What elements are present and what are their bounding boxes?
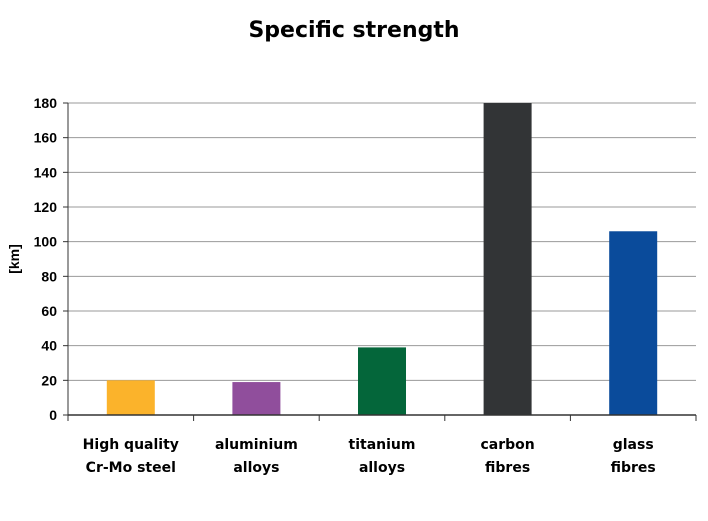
bar-1 bbox=[232, 382, 281, 415]
x-tick-label-line: aluminium bbox=[215, 437, 298, 453]
y-tick-label: 120 bbox=[34, 199, 58, 215]
x-tick-label-line: glass bbox=[613, 437, 654, 453]
x-tick-label-line: alloys bbox=[359, 460, 405, 476]
bar-4 bbox=[609, 231, 658, 415]
x-tick-label-line: High quality bbox=[83, 437, 179, 453]
bar-0 bbox=[106, 380, 155, 415]
y-tick-label: 20 bbox=[41, 372, 57, 388]
x-tick-label-line: fibres bbox=[485, 460, 530, 476]
y-tick-label: 160 bbox=[34, 130, 58, 146]
x-tick-label: glass fibres bbox=[611, 437, 656, 476]
x-tick-label: High quality Cr-Mo steel bbox=[83, 437, 179, 476]
y-tick-label: 80 bbox=[41, 268, 57, 284]
x-tick-label: titanium alloys bbox=[349, 437, 416, 476]
x-tick-label-line: titanium bbox=[349, 437, 416, 453]
x-tick-label-line: fibres bbox=[611, 460, 656, 476]
y-tick-labels: 0 20 40 60 80 100 120 140 160 180 bbox=[34, 95, 58, 423]
y-axis-label: [km] bbox=[6, 244, 22, 274]
y-tick-label: 0 bbox=[49, 407, 57, 423]
y-tick-label: 60 bbox=[41, 303, 57, 319]
chart-title: Specific strength bbox=[248, 18, 460, 43]
x-tick-label: carbon fibres bbox=[480, 437, 534, 476]
y-tick-label: 40 bbox=[41, 338, 57, 354]
gridlines bbox=[68, 102, 696, 381]
y-tick-label: 140 bbox=[34, 164, 58, 180]
bars bbox=[106, 103, 658, 415]
bar-3 bbox=[483, 103, 532, 415]
x-tick-label: aluminium alloys bbox=[215, 437, 298, 476]
x-tick-label-line: alloys bbox=[233, 460, 279, 476]
y-tick-label: 180 bbox=[34, 95, 58, 111]
y-tick-label: 100 bbox=[34, 234, 58, 250]
x-tick-label-line: carbon bbox=[480, 437, 534, 453]
x-tick-label-line: Cr-Mo steel bbox=[86, 460, 176, 476]
bar-2 bbox=[358, 347, 406, 415]
axes bbox=[63, 102, 697, 421]
